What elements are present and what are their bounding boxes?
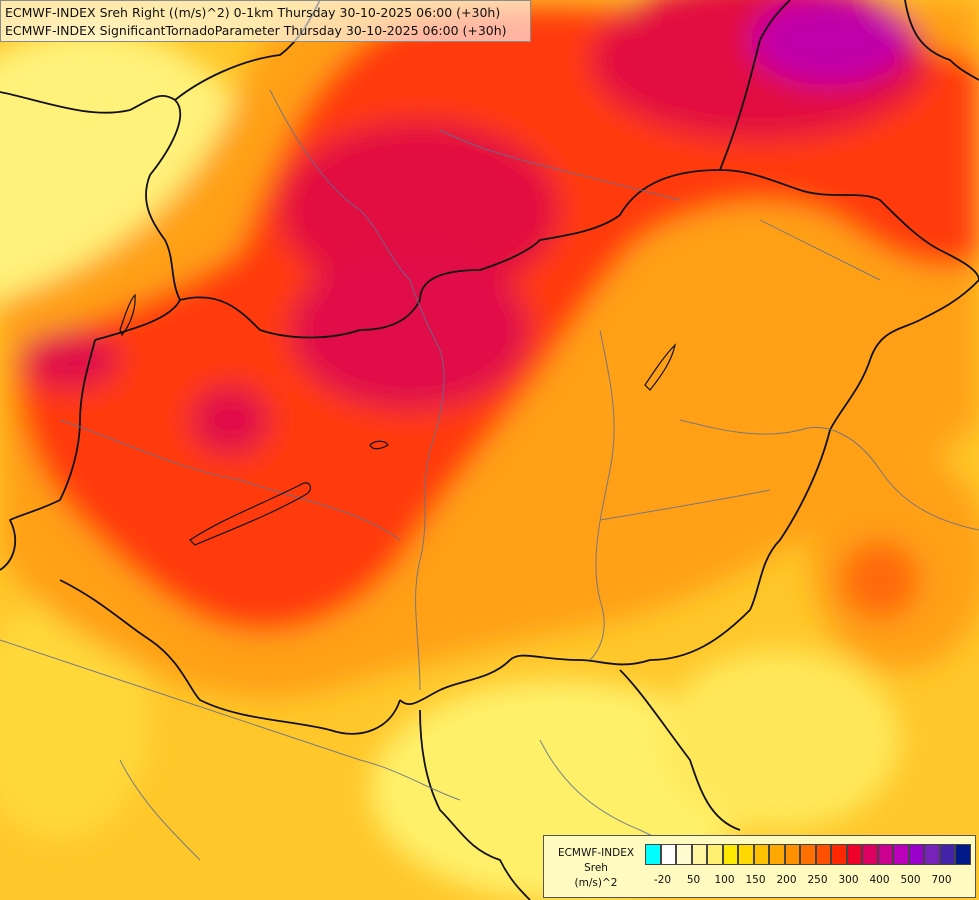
legend-title-line-1: ECMWF-INDEX	[557, 847, 635, 859]
legend-title: ECMWF-INDEX Sreh (m/s)^2	[548, 846, 644, 891]
legend-swatch	[707, 844, 723, 865]
legend-swatch	[893, 844, 909, 865]
legend-swatch	[815, 844, 831, 865]
color-legend: ECMWF-INDEX Sreh (m/s)^2 -20 50 100 150 200 2…	[543, 835, 976, 898]
field-magenta-peak	[750, 0, 910, 85]
legend-swatch	[939, 844, 955, 865]
legend-swatch	[955, 844, 971, 865]
field-crimson-west	[20, 330, 120, 390]
legend-swatch	[722, 844, 738, 865]
legend-ticks: -20 50 100 150 200 250 300 400 500 700	[645, 874, 975, 888]
legend-tick-label: 400	[869, 874, 890, 886]
map-title-line-2: ECMWF-INDEX SignificantTornadoParameter …	[5, 23, 507, 38]
legend-swatch	[800, 844, 816, 865]
legend-swatch	[753, 844, 769, 865]
legend-swatch	[769, 844, 785, 865]
legend-tick-label: 300	[838, 874, 859, 886]
legend-swatch	[908, 844, 924, 865]
legend-tick-label: 700	[931, 874, 952, 886]
field-crimson-north	[280, 120, 560, 300]
legend-tick-label: 150	[745, 874, 766, 886]
legend-tick-label: 200	[776, 874, 797, 886]
field-crimson-center	[290, 250, 530, 410]
rivers	[0, 89, 979, 871]
map-title-line-1: ECMWF-INDEX Sreh Right ((m/s)^2) 0-1km T…	[5, 5, 501, 20]
legend-tick-label: 100	[714, 874, 735, 886]
field-orange-hot-east	[840, 540, 920, 620]
legend-swatch	[862, 844, 878, 865]
field-crimson-southwest	[190, 385, 270, 455]
legend-swatch	[691, 844, 707, 865]
legend-title-line-2: Sreh	[584, 862, 608, 874]
legend-tick-label: 50	[686, 874, 701, 886]
legend-tick-label: -20	[653, 874, 672, 886]
title-box: ECMWF-INDEX Sreh Right ((m/s)^2) 0-1km T…	[0, 0, 531, 42]
legend-swatch	[831, 844, 847, 865]
legend-title-line-3: (m/s)^2	[574, 877, 618, 889]
legend-swatch	[784, 844, 800, 865]
legend-swatch	[660, 844, 676, 865]
legend-swatch	[676, 844, 692, 865]
legend-swatch	[846, 844, 862, 865]
legend-tick-label: 250	[807, 874, 828, 886]
legend-swatch	[877, 844, 893, 865]
lakes	[119, 293, 676, 546]
legend-swatches	[645, 844, 971, 865]
field-low-southeast	[660, 650, 900, 830]
legend-swatch	[738, 844, 754, 865]
legend-tick-label: 500	[900, 874, 921, 886]
legend-swatch	[924, 844, 940, 865]
field-low-southwest	[0, 600, 150, 840]
legend-swatch	[645, 844, 661, 865]
